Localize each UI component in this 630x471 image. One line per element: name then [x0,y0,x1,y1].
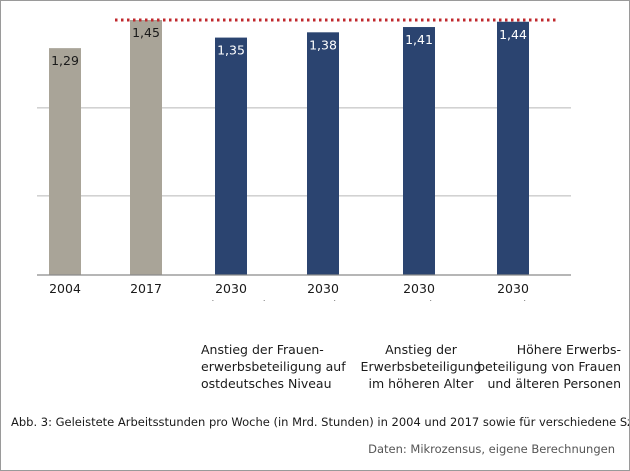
category-sublabel-5: Szenario 3 [480,298,546,301]
annotation-line: Höhere Erwerbs- [516,342,621,357]
annotation-line: im höheren Alter [368,376,474,391]
bar-3 [307,32,339,275]
category-sublabel-2: Basisszenario [188,298,273,301]
bar-2 [215,37,247,275]
value-label-4: 1,41 [405,32,433,47]
category-sublabel-3: Szenario 1 [290,298,356,301]
category-label-1: 2017 [130,281,162,296]
value-label-3: 1,38 [309,37,337,52]
bar-0 [49,48,81,275]
data-source: Daten: Mikrozensus, eigene Berechnungen [368,442,615,456]
bar-4 [403,27,435,275]
category-label-2: 2030 [215,281,247,296]
value-label-1: 1,45 [132,25,160,40]
category-label-5: 2030 [497,281,529,296]
annotation-scenario-3: Höhere Erwerbs- beteiligung von Frauen u… [431,341,621,392]
annotation-line: und älteren Personen [487,376,621,391]
value-label-5: 1,44 [499,27,527,42]
bar-5 [497,21,529,275]
bar-chart: 1,29 1,45 1,35 1,38 1,41 1,44 2004 2017 2030 2030… [37,18,571,301]
value-label-2: 1,35 [217,43,245,58]
annotation-line: Anstieg der [385,342,457,357]
category-label-0: 2004 [49,281,81,296]
category-sublabel-4: Szenario 2 [386,298,452,301]
value-label-0: 1,29 [51,53,79,68]
annotation-line: Anstieg der Frauen- [201,342,324,357]
bar-1 [130,20,162,275]
annotation-scenario-1: Anstieg der Frauen- erwerbsbeteiligung a… [201,341,391,392]
annotation-line: ostdeutsches Niveau [201,376,332,391]
category-label-4: 2030 [403,281,435,296]
annotation-scenario-2: Anstieg der Erwerbsbeteiligung im höhere… [326,341,516,392]
annotation-line: Erwerbsbeteiligung [360,359,482,374]
annotation-line: beteiligung von Frauen [477,359,621,374]
figure-caption: Abb. 3: Geleistete Arbeitsstunden pro Wo… [11,415,629,429]
category-label-3: 2030 [307,281,339,296]
annotation-line: erwerbsbeteiligung auf [201,359,346,374]
